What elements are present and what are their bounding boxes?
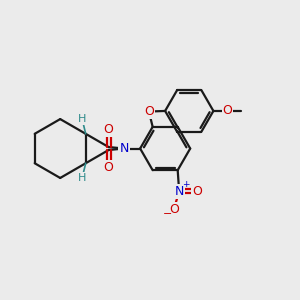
Text: O: O [104,124,114,136]
Text: H: H [78,114,86,124]
Text: O: O [104,160,114,174]
Text: −: − [163,209,173,219]
Text: N: N [119,142,129,155]
Text: H: H [78,173,86,183]
Text: O: O [192,185,202,198]
Text: O: O [169,202,179,216]
Text: N: N [175,185,184,198]
Text: +: + [182,180,189,189]
Text: O: O [223,104,232,118]
Text: O: O [144,105,154,118]
